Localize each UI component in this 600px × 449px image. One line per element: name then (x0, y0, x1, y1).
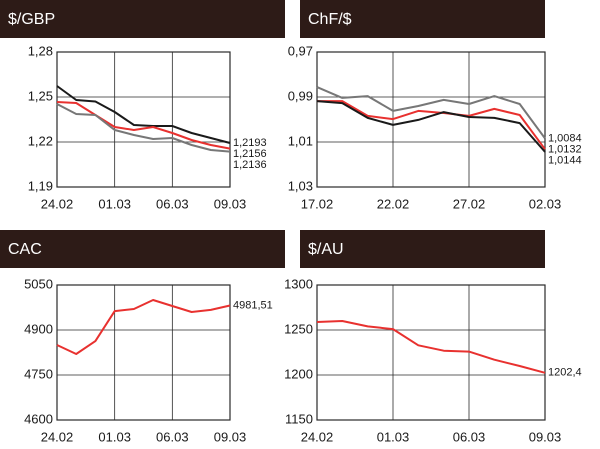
title-bar (300, 230, 545, 268)
chart-title: $/GBP (8, 11, 55, 28)
y-tick-label: 1200 (284, 366, 313, 381)
plot-frame (316, 51, 546, 188)
title-bar (0, 230, 285, 268)
x-tick-label: 24.02 (301, 429, 334, 444)
chart-title: CAC (8, 241, 42, 258)
value-label: 1202,4 (548, 367, 582, 379)
x-tick-label: 09.03 (214, 196, 247, 211)
y-tick-label: 1,03 (288, 178, 313, 193)
y-tick-label: 4900 (24, 321, 53, 336)
series-line (56, 101, 231, 150)
y-tick-label: 1250 (284, 321, 313, 336)
x-tick-label: 02.03 (529, 196, 562, 211)
x-tick-label: 24.02 (41, 429, 74, 444)
series-line (316, 320, 546, 374)
y-tick-label: 1,25 (28, 88, 53, 103)
x-tick-label: 09.03 (214, 429, 247, 444)
title-bar (0, 0, 285, 38)
x-tick-label: 24.02 (41, 196, 74, 211)
value-label: 1,2193 (233, 137, 267, 149)
chart-title: ChF/$ (308, 11, 352, 28)
value-label: 4981,51 (233, 299, 273, 311)
series-line (56, 103, 231, 153)
y-tick-label: 1,01 (288, 133, 313, 148)
value-label: 1,0144 (548, 154, 582, 166)
x-tick-label: 06.03 (156, 429, 189, 444)
plot-frame (56, 284, 231, 421)
series-line (317, 100, 546, 150)
x-tick-label: 06.03 (156, 196, 189, 211)
value-label: 1,0084 (548, 132, 582, 144)
x-tick-label: 01.03 (98, 196, 131, 211)
y-tick-label: 1,22 (28, 133, 53, 148)
x-tick-label: 01.03 (377, 429, 410, 444)
value-label: 1,2156 (233, 148, 267, 160)
series-line (316, 100, 546, 153)
x-tick-label: 09.03 (529, 429, 562, 444)
y-tick-label: 1150 (285, 411, 313, 426)
y-tick-label: 4750 (24, 366, 53, 381)
y-tick-label: 0,97 (288, 43, 313, 58)
value-label: 1,2136 (233, 159, 267, 171)
plot-frame (316, 284, 546, 421)
chart-title: $/AU (308, 241, 344, 258)
series-line (316, 86, 546, 139)
value-label: 1,0132 (548, 143, 582, 155)
y-tick-label: 1300 (284, 276, 313, 291)
x-tick-label: 01.03 (98, 429, 131, 444)
series-line (56, 299, 231, 355)
y-tick-label: 0,99 (288, 88, 313, 103)
y-tick-label: 4600 (24, 411, 53, 426)
x-tick-label: 27.02 (453, 196, 486, 211)
y-tick-label: 1,19 (28, 178, 53, 193)
x-tick-label: 17.02 (301, 196, 334, 211)
x-tick-label: 06.03 (453, 429, 486, 444)
title-bar (300, 0, 545, 38)
series-line (56, 85, 231, 144)
plot-frame (56, 51, 231, 188)
x-tick-label: 22.02 (377, 196, 410, 211)
y-tick-label: 1,28 (28, 43, 53, 58)
y-tick-label: 5050 (24, 276, 53, 291)
